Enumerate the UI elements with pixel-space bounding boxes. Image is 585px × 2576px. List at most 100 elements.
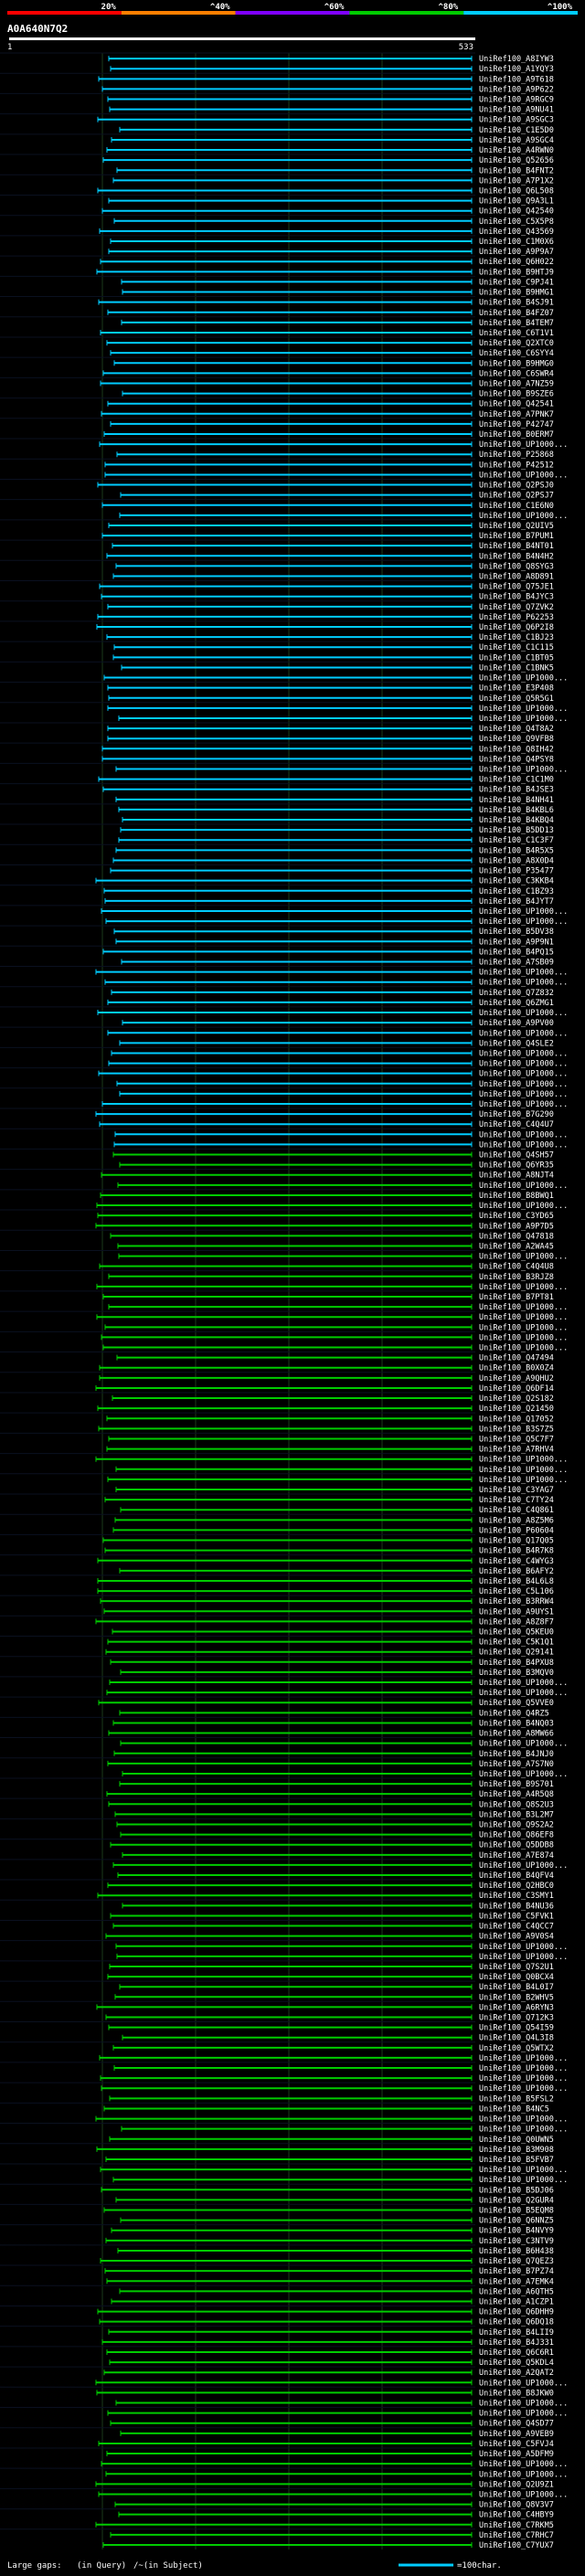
hit-label[interactable]: UniRef100_UP1000... bbox=[479, 471, 568, 480]
hit-label[interactable]: UniRef100_B6H438 bbox=[479, 2247, 554, 2256]
hit-label[interactable]: UniRef100_B4JSE3 bbox=[479, 786, 554, 795]
hit-row[interactable]: UniRef100_B4TEM7 bbox=[121, 319, 554, 328]
hit-row[interactable]: UniRef100_A7NZ59 bbox=[100, 379, 554, 388]
hit-label[interactable]: UniRef100_A8Z5M6 bbox=[479, 1516, 554, 1525]
hit-row[interactable]: UniRef100_B7PUM1 bbox=[101, 532, 554, 541]
hit-label[interactable]: UniRef100_Q2HBC0 bbox=[479, 1882, 554, 1891]
hit-label[interactable]: UniRef100_Q2S182 bbox=[479, 1394, 554, 1404]
hit-label[interactable]: UniRef100_UP1000... bbox=[479, 1070, 568, 1079]
hit-label[interactable]: UniRef100_Q9VFB8 bbox=[479, 735, 554, 744]
hit-row[interactable]: UniRef100_Q6H022 bbox=[100, 258, 554, 267]
hit-row[interactable]: UniRef100_A9UYS1 bbox=[103, 1607, 554, 1617]
hit-row[interactable]: UniRef100_C5L106 bbox=[97, 1587, 554, 1596]
hit-row[interactable]: UniRef100_UP1000... bbox=[95, 2115, 568, 2125]
hit-label[interactable]: UniRef100_UP1000... bbox=[479, 2400, 568, 2409]
hit-row[interactable]: UniRef100_C1E6N0 bbox=[101, 502, 554, 511]
hit-label[interactable]: UniRef100_UP1000... bbox=[479, 1100, 568, 1109]
hit-row[interactable]: UniRef100_B4NT01 bbox=[112, 542, 554, 551]
hit-row[interactable]: UniRef100_UP1000... bbox=[96, 1313, 568, 1322]
hit-row[interactable]: UniRef100_Q5WTX2 bbox=[112, 2044, 554, 2053]
hit-label[interactable]: UniRef100_A7SB09 bbox=[479, 959, 554, 968]
hit-row[interactable]: UniRef100_UP1000... bbox=[98, 1070, 568, 1079]
hit-row[interactable]: UniRef100_B4NQ03 bbox=[112, 1719, 554, 1728]
hit-label[interactable]: UniRef100_P42747 bbox=[479, 420, 554, 429]
hit-row[interactable]: UniRef100_Q4SD77 bbox=[110, 2420, 554, 2429]
hit-label[interactable]: UniRef100_Q29141 bbox=[479, 1648, 554, 1658]
hit-row[interactable]: UniRef100_A9P622 bbox=[101, 85, 554, 94]
hit-label[interactable]: UniRef100_B4LII9 bbox=[479, 2328, 554, 2337]
hit-label[interactable]: UniRef100_B3S7Z5 bbox=[479, 1425, 554, 1434]
hit-row[interactable]: UniRef100_UP1000... bbox=[95, 2379, 568, 2388]
hit-row[interactable]: UniRef100_A9PV00 bbox=[122, 1019, 554, 1028]
hit-label[interactable]: UniRef100_A8Z8F7 bbox=[479, 1617, 554, 1627]
hit-label[interactable]: UniRef100_Q6NNZ5 bbox=[479, 2217, 554, 2226]
hit-label[interactable]: UniRef100_B5EQM8 bbox=[479, 2207, 554, 2216]
hit-row[interactable]: UniRef100_B4L6L8 bbox=[97, 1577, 554, 1586]
hit-label[interactable]: UniRef100_C9PJ41 bbox=[479, 278, 554, 287]
hit-row[interactable]: UniRef100_Q86EF8 bbox=[120, 1831, 554, 1840]
hit-label[interactable]: UniRef100_A8MW66 bbox=[479, 1730, 554, 1739]
hit-label[interactable]: UniRef100_B4PQ15 bbox=[479, 948, 554, 957]
hit-label[interactable]: UniRef100_B3RJZ8 bbox=[479, 1273, 554, 1282]
hit-label[interactable]: UniRef100_UP1000... bbox=[479, 1049, 568, 1058]
hit-label[interactable]: UniRef100_Q6H022 bbox=[479, 258, 554, 267]
hit-label[interactable]: UniRef100_C3YAG7 bbox=[479, 1486, 554, 1495]
hit-label[interactable]: UniRef100_B4FNT2 bbox=[479, 166, 554, 175]
hit-row[interactable]: UniRef100_UP1000... bbox=[109, 1679, 568, 1688]
hit-label[interactable]: UniRef100_A7E874 bbox=[479, 1851, 554, 1860]
hit-label[interactable]: UniRef100_Q4SH57 bbox=[479, 1151, 554, 1161]
hit-label[interactable]: UniRef100_UP1000... bbox=[479, 2379, 568, 2388]
hit-label[interactable]: UniRef100_UP1000... bbox=[479, 674, 568, 684]
hit-label[interactable]: UniRef100_B4L6L8 bbox=[479, 1577, 554, 1586]
hit-label[interactable]: UniRef100_UP1000... bbox=[479, 1740, 568, 1749]
hit-row[interactable]: UniRef100_Q47818 bbox=[110, 1232, 554, 1241]
hit-row[interactable]: UniRef100_Q52656 bbox=[102, 156, 554, 165]
hit-row[interactable]: UniRef100_B5EQM8 bbox=[103, 2207, 554, 2216]
hit-row[interactable]: UniRef100_Q2PSJ0 bbox=[97, 482, 554, 491]
hit-label[interactable]: UniRef100_A9V0S4 bbox=[479, 1933, 554, 1942]
hit-row[interactable]: UniRef100_C4QCC7 bbox=[112, 1923, 554, 1932]
hit-row[interactable]: UniRef100_C3SMY1 bbox=[97, 1892, 554, 1901]
hit-label[interactable]: UniRef100_C5K1Q1 bbox=[479, 1638, 554, 1648]
hit-row[interactable]: UniRef100_P25868 bbox=[116, 451, 554, 460]
hit-row[interactable]: UniRef100_Q7Z832 bbox=[111, 989, 554, 998]
hit-row[interactable]: UniRef100_B8JKW0 bbox=[96, 2389, 554, 2398]
hit-label[interactable]: UniRef100_Q5DDB8 bbox=[479, 1841, 554, 1850]
hit-label[interactable]: UniRef100_A7NZ59 bbox=[479, 379, 554, 388]
hit-label[interactable]: UniRef100_C4WYG3 bbox=[479, 1557, 554, 1566]
hit-label[interactable]: UniRef100_A7P1X2 bbox=[479, 176, 554, 186]
hit-label[interactable]: UniRef100_A2QAT2 bbox=[479, 2369, 554, 2378]
hit-row[interactable]: UniRef100_B5DJ06 bbox=[101, 2186, 554, 2195]
hit-label[interactable]: UniRef100_B4NQ03 bbox=[479, 1719, 554, 1728]
hit-row[interactable]: UniRef100_A7S7N0 bbox=[107, 1760, 554, 1769]
hit-row[interactable]: UniRef100_E3P408 bbox=[107, 684, 554, 694]
hit-row[interactable]: UniRef100_B4JYC3 bbox=[101, 593, 554, 602]
hit-label[interactable]: UniRef100_Q54I59 bbox=[479, 2024, 554, 2033]
hit-label[interactable]: UniRef100_A9NU41 bbox=[479, 106, 554, 115]
hit-row[interactable]: UniRef100_B3MQV0 bbox=[120, 1669, 554, 1678]
hit-row[interactable]: UniRef100_A9SGC4 bbox=[111, 136, 554, 145]
hit-row[interactable]: UniRef100_Q0BCX4 bbox=[107, 1973, 554, 1982]
hit-label[interactable]: UniRef100_B3L2M7 bbox=[479, 1810, 554, 1819]
hit-row[interactable]: UniRef100_A1YQY3 bbox=[110, 65, 554, 74]
hit-label[interactable]: UniRef100_Q43569 bbox=[479, 228, 554, 237]
hit-row[interactable]: UniRef100_A4RWN0 bbox=[106, 146, 554, 155]
hit-label[interactable]: UniRef100_Q712K3 bbox=[479, 2014, 554, 2023]
hit-label[interactable]: UniRef100_UP1000... bbox=[479, 1009, 568, 1018]
hit-label[interactable]: UniRef100_B9HMG1 bbox=[479, 289, 554, 298]
hit-row[interactable]: UniRef100_A6QTH5 bbox=[119, 2287, 554, 2296]
hit-label[interactable]: UniRef100_Q8SYG3 bbox=[479, 562, 554, 571]
hit-row[interactable]: UniRef100_B4PQ15 bbox=[102, 948, 554, 957]
hit-label[interactable]: UniRef100_B4TEM7 bbox=[479, 319, 554, 328]
hit-label[interactable]: UniRef100_A5DFM9 bbox=[479, 2450, 554, 2459]
hit-row[interactable]: UniRef100_UP1000... bbox=[97, 1009, 568, 1018]
hit-row[interactable]: UniRef100_A9P9N1 bbox=[115, 938, 554, 947]
hit-label[interactable]: UniRef100_UP1000... bbox=[479, 1344, 568, 1353]
hit-row[interactable]: UniRef100_UP1000... bbox=[108, 1060, 568, 1069]
hit-label[interactable]: UniRef100_P42512 bbox=[479, 461, 554, 470]
hit-label[interactable]: UniRef100_UP1000... bbox=[479, 1943, 568, 1952]
hit-row[interactable]: UniRef100_B4LII9 bbox=[108, 2328, 554, 2337]
hit-row[interactable]: UniRef100_C4Q4U8 bbox=[99, 1263, 554, 1272]
hit-label[interactable]: UniRef100_B4N4H2 bbox=[479, 552, 554, 561]
hit-row[interactable]: UniRef100_B4PXU8 bbox=[110, 1659, 554, 1668]
